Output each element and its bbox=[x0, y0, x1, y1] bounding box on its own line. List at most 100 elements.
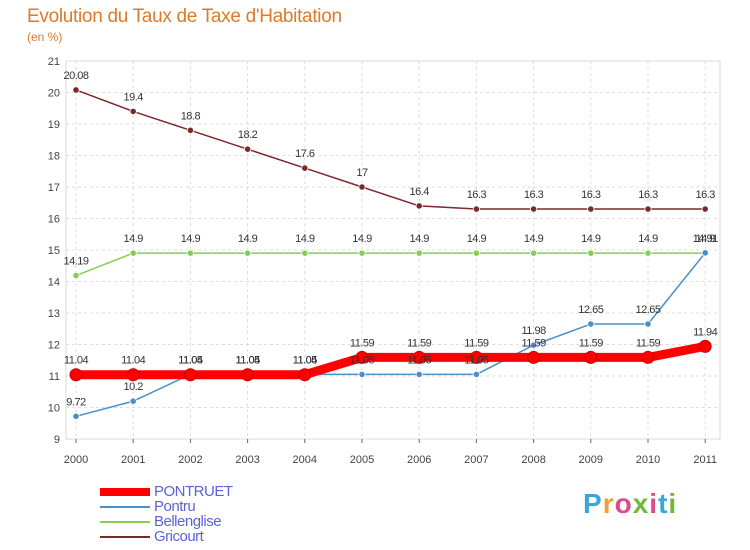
data-label: 14.9 bbox=[409, 233, 429, 245]
data-point bbox=[641, 350, 655, 364]
x-tick-label: 2010 bbox=[636, 454, 660, 466]
data-point bbox=[529, 205, 538, 213]
data-point bbox=[298, 368, 312, 382]
data-point bbox=[584, 350, 598, 364]
data-point bbox=[129, 107, 137, 116]
x-tick-label: 2002 bbox=[178, 454, 202, 466]
data-label: 11.59 bbox=[521, 337, 546, 349]
x-tick-label: 2007 bbox=[464, 454, 488, 466]
data-point bbox=[72, 271, 80, 280]
legend-swatch-bellenglise bbox=[100, 521, 150, 523]
data-point bbox=[469, 350, 483, 364]
data-point bbox=[72, 412, 80, 420]
y-tick-label: 11 bbox=[49, 371, 60, 383]
x-tick-label: 2005 bbox=[350, 454, 374, 466]
data-label: 14.9 bbox=[524, 233, 544, 245]
data-label: 11.59 bbox=[636, 337, 661, 349]
legend-swatch-pontru bbox=[100, 506, 150, 508]
data-point bbox=[698, 339, 712, 353]
data-label: 14.19 bbox=[63, 256, 88, 268]
x-tick-label: 2008 bbox=[521, 454, 545, 466]
data-label: 14.9 bbox=[181, 233, 201, 245]
y-tick-label: 15 bbox=[48, 245, 60, 257]
data-label: 11.04 bbox=[121, 355, 146, 367]
logo-letter: P bbox=[583, 488, 603, 519]
data-point bbox=[587, 320, 595, 328]
logo-letter: i bbox=[649, 488, 659, 519]
data-point bbox=[527, 350, 541, 364]
series-line-pontruet bbox=[71, 341, 710, 380]
data-point bbox=[183, 368, 197, 382]
logo-letter: x bbox=[632, 488, 650, 519]
data-label: 16.3 bbox=[467, 189, 487, 201]
data-point bbox=[644, 320, 652, 328]
x-tick-label: 2000 bbox=[64, 454, 88, 466]
data-point bbox=[529, 249, 538, 257]
line-chart: 9 10 11 12 13 14 15 16 17 18 19 20 21 2000 2001 2002 200… bbox=[48, 56, 721, 466]
data-label: 11.59 bbox=[407, 337, 432, 349]
y-tick-label: 21 bbox=[48, 56, 60, 68]
y-tick-label: 16 bbox=[48, 214, 60, 226]
legend-label-pontruet: PONTRUET bbox=[154, 483, 233, 500]
y-tick-label: 20 bbox=[48, 88, 60, 100]
data-label: 11.59 bbox=[579, 337, 604, 349]
data-point bbox=[358, 370, 366, 379]
y-tick-label: 17 bbox=[48, 182, 60, 194]
data-label: 16.3 bbox=[638, 189, 658, 201]
data-label: 14.9 bbox=[638, 233, 658, 245]
data-label: 12.65 bbox=[578, 304, 603, 316]
data-point bbox=[355, 350, 369, 364]
data-label: 14.91 bbox=[693, 233, 718, 245]
data-point bbox=[72, 86, 80, 94]
data-point bbox=[301, 164, 309, 172]
data-label: 11.04 bbox=[235, 355, 260, 367]
data-label: 11.04 bbox=[64, 355, 89, 367]
data-point bbox=[186, 249, 194, 257]
data-point bbox=[129, 249, 137, 257]
logo-letter: r bbox=[602, 488, 615, 519]
data-point bbox=[69, 368, 83, 382]
data-point bbox=[244, 145, 252, 153]
data-label: 14.9 bbox=[123, 233, 143, 245]
data-point bbox=[301, 249, 309, 257]
data-point bbox=[587, 249, 595, 257]
y-tick-label: 19 bbox=[48, 119, 60, 131]
chart-title: Evolution du Taux de Taxe d'Habitation bbox=[27, 6, 342, 27]
data-point bbox=[644, 205, 652, 213]
logo-letter: t bbox=[658, 488, 669, 519]
y-tick-label: 18 bbox=[48, 151, 60, 163]
data-label: 18.8 bbox=[181, 110, 201, 122]
data-label: 10.2 bbox=[123, 381, 143, 393]
data-point bbox=[587, 205, 595, 213]
data-label: 14.9 bbox=[238, 233, 258, 245]
data-label: 11.94 bbox=[693, 326, 718, 338]
x-tick-label: 2004 bbox=[293, 454, 317, 466]
series-line-gricourt bbox=[75, 89, 706, 210]
data-point bbox=[244, 249, 252, 257]
y-tick-label: 13 bbox=[48, 308, 60, 320]
data-point bbox=[701, 205, 709, 213]
x-tick-label: 2009 bbox=[579, 454, 603, 466]
series-line-bellenglise bbox=[75, 252, 706, 277]
data-point bbox=[126, 368, 140, 382]
legend-swatch-pontruet bbox=[100, 488, 150, 496]
data-label: 11.05 bbox=[464, 354, 489, 366]
y-tick-label: 14 bbox=[48, 277, 60, 289]
data-label: 11.05 bbox=[235, 354, 260, 366]
data-point bbox=[701, 249, 709, 257]
data-label: 17.6 bbox=[295, 148, 315, 160]
data-point bbox=[358, 183, 366, 191]
data-label: 11.05 bbox=[407, 354, 432, 366]
data-label: 16.4 bbox=[409, 186, 429, 198]
y-tick-label: 9 bbox=[54, 434, 60, 446]
data-label: 16.3 bbox=[524, 189, 544, 201]
data-label: 11.05 bbox=[293, 354, 318, 366]
data-point bbox=[241, 368, 255, 382]
data-point bbox=[472, 205, 480, 213]
data-label: 12.65 bbox=[635, 304, 660, 316]
data-point bbox=[129, 397, 137, 405]
data-label: 11.04 bbox=[293, 355, 318, 367]
data-label: 11.04 bbox=[178, 355, 203, 367]
x-tick-label: 2003 bbox=[235, 454, 259, 466]
chart-subtitle: (en %) bbox=[27, 30, 63, 44]
